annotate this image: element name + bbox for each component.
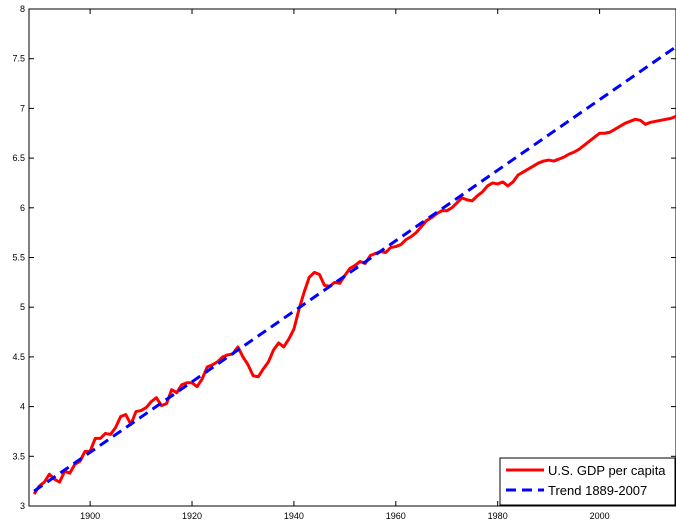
legend-label-gdp: U.S. GDP per capita — [548, 463, 666, 478]
legend-label-trend: Trend 1889-2007 — [548, 483, 647, 498]
x-tick-label: 1960 — [386, 511, 406, 521]
legend-box — [499, 457, 676, 506]
y-tick-label: 4 — [20, 402, 25, 412]
x-tick-label: 1940 — [284, 511, 304, 521]
series-layer — [32, 45, 676, 495]
gdp-per-capita-line — [32, 114, 676, 495]
legend: U.S. GDP per capita Trend 1889-2007 — [499, 457, 676, 506]
y-tick-label: 5.5 — [12, 253, 25, 263]
x-tick-label: 2000 — [590, 511, 610, 521]
y-tick-label: 8 — [20, 4, 25, 14]
y-tick-label: 7 — [20, 103, 25, 113]
x-tick-label: 1980 — [488, 511, 508, 521]
plot-area — [28, 8, 676, 507]
y-tick-label: 7.5 — [12, 54, 25, 64]
y-tick-label: 6.5 — [12, 153, 25, 163]
y-tick-label: 3 — [20, 501, 25, 511]
x-tick-label: 1920 — [182, 511, 202, 521]
y-tick-label: 5 — [20, 302, 25, 312]
y-tick-label: 4.5 — [12, 352, 25, 362]
y-tick-label: 6 — [20, 203, 25, 213]
y-tick-label: 3.5 — [12, 451, 25, 461]
trend-line — [33, 45, 676, 493]
x-tick-label: 1900 — [80, 511, 100, 521]
y-axis-ticks: 3 3.5 4 4.5 5 5.5 6 6.5 7 7.5 8 — [12, 4, 676, 511]
